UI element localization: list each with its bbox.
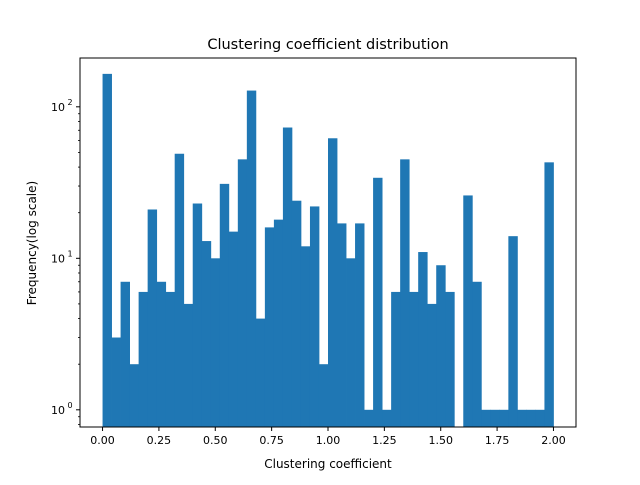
histogram-bar [373,177,383,427]
bars-group [102,73,554,428]
x-axis-label: Clustering coefficient [264,457,392,471]
histogram-bar [481,409,491,427]
histogram-bar [300,246,311,427]
histogram-bar [418,252,428,427]
histogram-bar [400,159,410,427]
x-tick-label: 0.50 [203,434,228,447]
histogram-bar [445,291,455,427]
histogram-bar [138,291,149,427]
histogram-bar [517,409,527,427]
histogram-bar [318,364,329,427]
histogram-bar [111,337,121,427]
histogram-bar [120,281,130,427]
histogram-bar [490,409,500,427]
histogram-bar [255,318,266,427]
histogram-bar [165,291,176,427]
histogram-bar [291,200,302,427]
histogram-bar [364,409,374,427]
histogram-bar [102,73,112,428]
histogram-bar [355,223,365,427]
y-tick-exponent: 0 [67,401,72,410]
histogram-bar [382,409,392,427]
histogram-bar [544,162,554,427]
histogram-bar [282,127,293,428]
histogram-bar [391,291,401,427]
histogram-bar [246,90,257,427]
histogram-bar [183,303,194,427]
y-tick-label: 10 [51,101,65,114]
histogram-bar [129,364,140,427]
histogram-bar [508,236,518,427]
histogram-bar [436,265,446,427]
histogram-bar [472,281,482,427]
histogram-bar [427,303,437,427]
x-tick-label: 0.75 [259,434,284,447]
histogram-bar [535,409,545,427]
chart-title: Clustering coefficient distribution [207,37,448,53]
histogram-bar [147,209,158,427]
histogram-bar [309,206,320,427]
y-tick-label: 10 [51,404,65,417]
x-tick-label: 1.00 [316,434,341,447]
y-tick-label: 10 [51,252,65,265]
x-tick-label: 2.00 [541,434,566,447]
histogram-bar [201,241,212,427]
histogram-bar [219,183,230,427]
y-tick-exponent: 2 [67,98,72,107]
histogram-bar [237,159,248,427]
x-tick-label: 1.75 [485,434,510,447]
histogram-bar [463,195,473,427]
plot-frame [79,57,577,428]
y-tick-exponent: 1 [67,249,72,258]
histogram-bar [337,223,347,427]
histogram-bar [156,281,167,427]
histogram-bar [409,291,419,427]
histogram-bar [210,258,221,427]
x-tick-label: 1.25 [372,434,397,447]
x-tick-label: 1.50 [428,434,453,447]
histogram-bar [192,203,203,427]
y-axis-label: Frequency(log scale) [25,181,39,305]
histogram-bar [264,227,275,427]
histogram-bar [346,258,356,427]
x-tick-label: 0.25 [147,434,172,447]
histogram-bar [228,231,239,427]
x-tick-label: 0.00 [90,434,115,447]
histogram-bar [328,138,338,427]
histogram-bar [174,153,185,427]
histogram-bar [499,409,509,427]
histogram-bar [526,409,536,427]
histogram-bar [273,219,284,427]
